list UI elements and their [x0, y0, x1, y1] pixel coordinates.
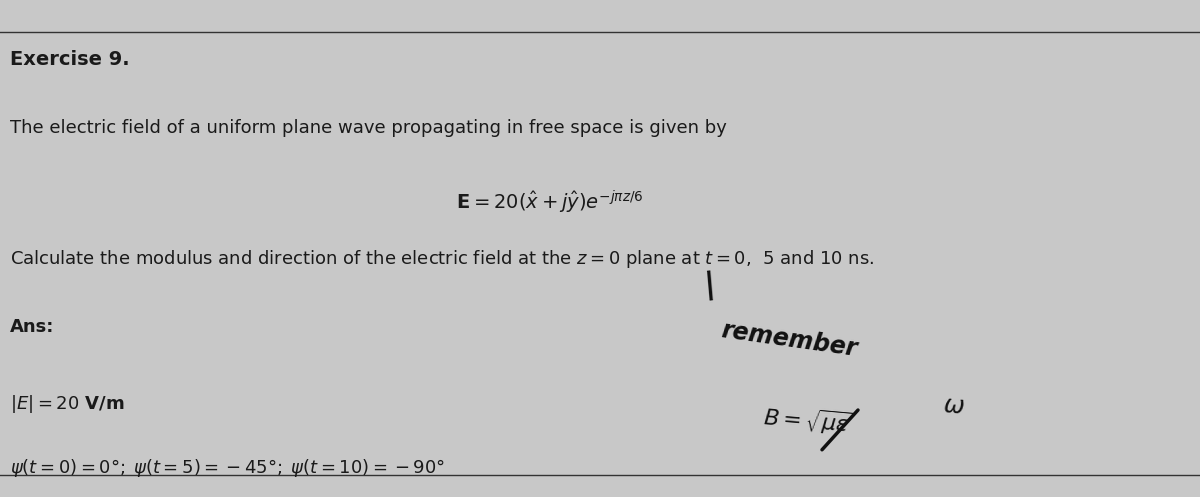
Text: The electric field of a uniform plane wave propagating in free space is given by: The electric field of a uniform plane wa…	[10, 119, 726, 137]
Text: $\psi(t = 0) = 0°;\; \psi(t = 5) = -45°;\; \psi(t = 10) = -90°$: $\psi(t = 0) = 0°;\; \psi(t = 5) = -45°;…	[10, 457, 445, 479]
Text: remember: remember	[720, 318, 859, 361]
Text: $|E| = 20$ V/m: $|E| = 20$ V/m	[10, 393, 125, 414]
Text: $\omega$: $\omega$	[942, 393, 966, 418]
Text: $\mathbf{|}$: $\mathbf{|}$	[702, 268, 714, 303]
Text: $\mathbf{E} = 20(\hat{x} + j\hat{y})e^{-j\pi z/6}$: $\mathbf{E} = 20(\hat{x} + j\hat{y})e^{-…	[456, 189, 643, 216]
Text: $B{=}\sqrt{\mu\varepsilon}$: $B{=}\sqrt{\mu\varepsilon}$	[762, 403, 853, 439]
Text: Exercise 9.: Exercise 9.	[10, 50, 130, 69]
Text: Ans:: Ans:	[10, 318, 54, 336]
Text: Calculate the modulus and direction of the electric field at the $z = 0$ plane a: Calculate the modulus and direction of t…	[10, 248, 874, 270]
